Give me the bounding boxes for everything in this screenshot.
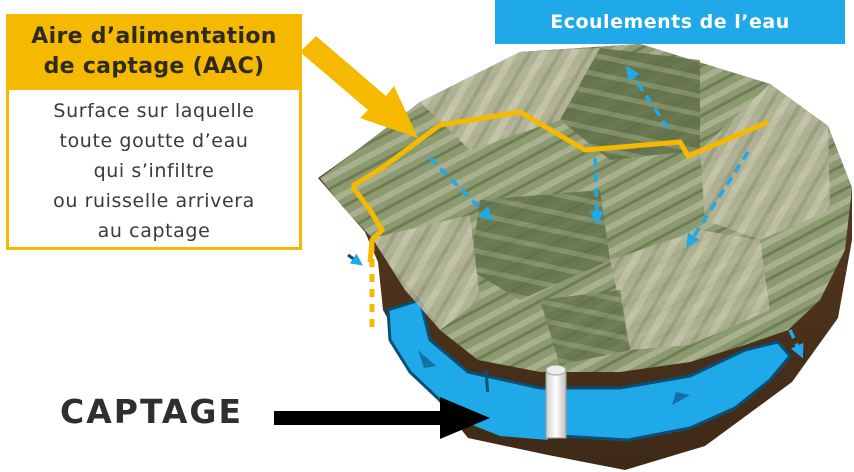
aac-definition-line: toute goutte d’eau [59,130,249,152]
aac-definition-line: au captage [97,220,211,242]
captage-label: CAPTAGE [60,392,244,431]
aac-pointer-arrow [300,36,418,138]
aac-definition-line: qui s’infiltre [93,160,215,182]
groundwater-flow-arrows [347,253,494,404]
aac-boundary-line [350,109,769,189]
aac-title-line2: de captage (AAC) [43,54,265,79]
aac-definition-box: Surface sur laquelle toute goutte d’eau … [6,90,302,250]
surface-flow-arrows [428,66,804,359]
aac-definition-line: ou ruisselle arrivera [53,190,255,212]
well [545,364,567,439]
aquifer-pocket [468,392,548,440]
aquifer-arrow-right [672,392,690,405]
aac-title-line1: Aire d’alimentation [31,24,277,49]
aac-title-box: Aire d’alimentation de captage (AAC) [6,14,302,90]
aac-definition-line: Surface sur laquelle [53,100,255,122]
terrain-surface [320,44,852,372]
aquifer-arrow-left [418,350,436,368]
captage-arrow [274,397,490,439]
flow-label: Ecoulements de l’eau [495,0,845,44]
